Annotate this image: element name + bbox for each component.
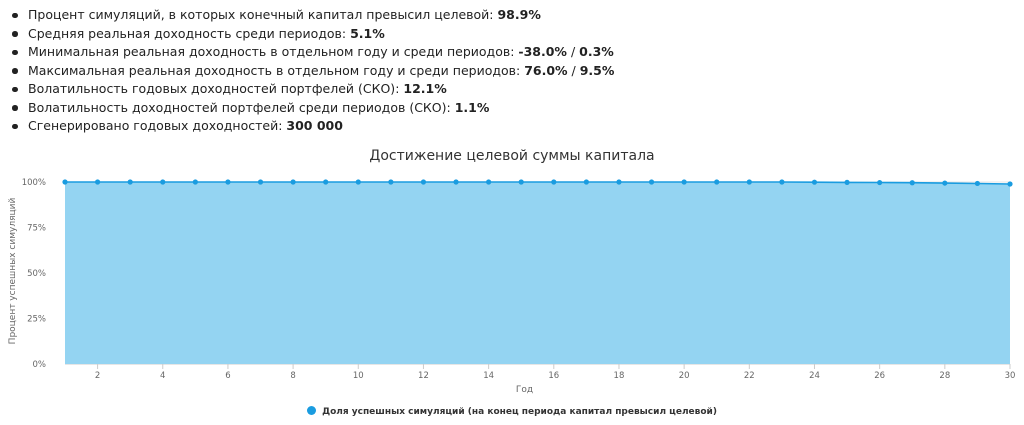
data-point [648, 179, 655, 185]
data-point [942, 180, 948, 186]
stat-generated-returns: Сгенерировано годовых доходностей: 300 0… [10, 117, 614, 136]
data-point [844, 179, 850, 185]
series-area [65, 182, 1010, 364]
data-point [1007, 181, 1013, 187]
data-point [192, 179, 198, 185]
data-point [746, 179, 752, 185]
x-tick-label: 18 [614, 371, 625, 381]
data-point [518, 179, 524, 185]
x-tick-label: 8 [290, 371, 295, 381]
data-point [355, 179, 361, 185]
data-point [127, 179, 133, 185]
data-point [290, 179, 296, 185]
data-point [681, 179, 687, 185]
data-point [160, 179, 166, 185]
data-point [225, 179, 231, 185]
statistics-list: Процент симуляций, в которых конечный ка… [10, 6, 614, 136]
x-tick-label: 6 [225, 371, 230, 381]
data-point [779, 179, 785, 185]
x-tick-label: 10 [353, 371, 364, 381]
stat-success-rate: Процент симуляций, в которых конечный ка… [10, 6, 614, 25]
stat-value-2: 0.3% [579, 44, 614, 59]
y-tick-label: 50% [27, 269, 46, 279]
data-point [551, 179, 557, 185]
stat-value: 5.1% [350, 25, 385, 41]
x-tick-label: 4 [160, 371, 165, 381]
stat-period-volatility: Волатильность доходностей портфелей сред… [10, 99, 614, 118]
data-point [62, 179, 68, 185]
data-point [877, 179, 883, 186]
data-point [714, 179, 720, 185]
y-tick-label: 75% [27, 224, 46, 234]
data-point [388, 179, 394, 185]
series-line [65, 181, 1011, 185]
data-point [974, 180, 981, 187]
y-tick-label: 100% [22, 178, 46, 188]
stat-annual-volatility: Волатильность годовых доходностей портфе… [10, 80, 614, 99]
data-point [257, 179, 264, 185]
chart-legend[interactable]: Доля успешных симуляций (на конец период… [0, 406, 1024, 417]
data-point [323, 179, 329, 185]
y-tick-label: 25% [27, 315, 46, 325]
stat-value: 300 000 [286, 118, 343, 133]
data-point [909, 180, 915, 186]
data-point [811, 179, 818, 185]
x-tick-label: 22 [744, 371, 755, 381]
x-tick-label: 28 [939, 371, 950, 381]
y-tick-label: 0% [33, 360, 47, 370]
data-point [616, 179, 622, 185]
stat-value: -38.0% [518, 44, 567, 59]
x-tick-label: 20 [679, 371, 690, 381]
data-point [94, 179, 101, 185]
data-point [583, 179, 589, 185]
stat-max-return: Максимальная реальная доходность в отдел… [10, 62, 614, 81]
x-tick-label: 14 [483, 371, 494, 381]
x-tick-label: 16 [548, 371, 559, 381]
stat-value: 98.9% [497, 7, 541, 22]
stat-value: 12.1% [403, 81, 447, 96]
data-point [420, 179, 427, 185]
x-tick-label: 30 [1005, 371, 1016, 381]
stat-value: 1.1% [454, 99, 490, 115]
legend-label: Доля успешных симуляций (на конец период… [322, 407, 717, 417]
legend-marker-icon [307, 406, 317, 415]
data-point [486, 179, 492, 185]
stat-min-return: Минимальная реальная доходность в отдель… [10, 43, 614, 62]
x-tick-label: 2 [95, 371, 100, 381]
chart-title: Достижение целевой суммы капитала [369, 148, 655, 164]
x-tick-label: 24 [809, 371, 820, 381]
y-axis-title: Процент успешных симуляций [8, 198, 18, 345]
x-tick-label: 12 [418, 371, 429, 381]
x-axis-title: Год [516, 385, 533, 395]
x-tick-label: 26 [874, 371, 885, 381]
stat-value: 76.0% [524, 62, 568, 78]
data-point [453, 179, 459, 185]
stat-value-2: 9.5% [579, 62, 615, 78]
stat-average-return: Средняя реальная доходность среди период… [10, 25, 614, 44]
